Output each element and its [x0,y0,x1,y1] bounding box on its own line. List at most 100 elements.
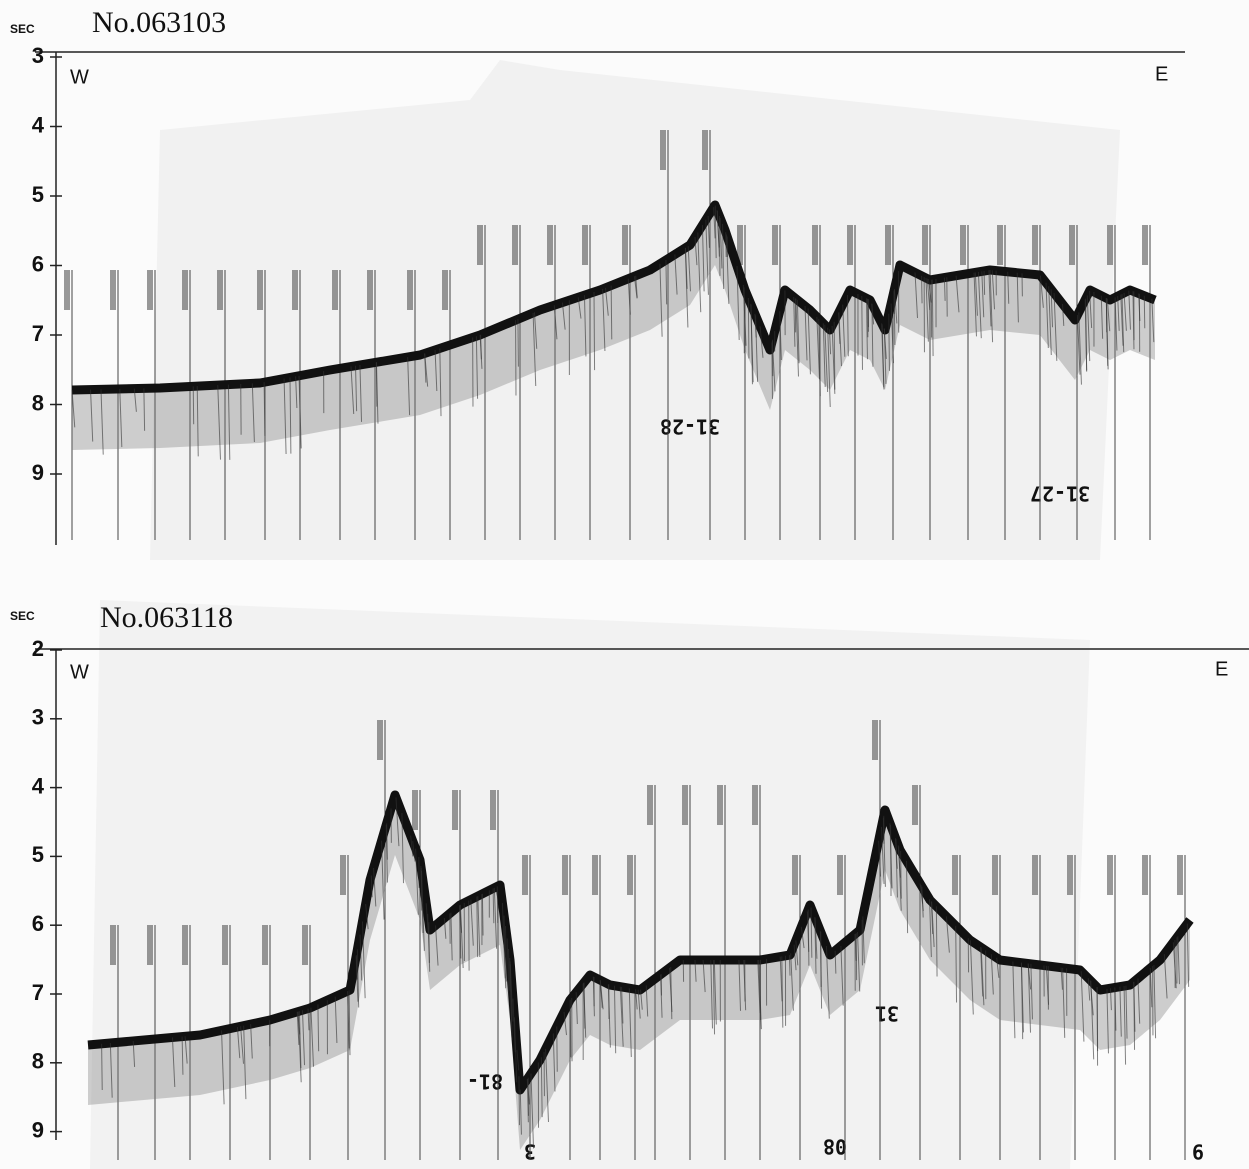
shot-mark [64,270,70,310]
shot-mark [837,855,843,895]
noise [1007,271,1010,304]
shot-mark [717,785,723,825]
shot-mark [992,855,998,895]
map-wash [150,60,1120,560]
noise [250,1024,253,1059]
annotation: 9 [1192,1140,1204,1164]
noise [1087,978,1091,1001]
shot-mark [222,925,228,965]
shot-mark [752,785,758,825]
noise [926,278,931,311]
noise [348,990,351,1056]
noise [955,925,958,1003]
noise [217,385,221,460]
noise [421,870,425,951]
noise [143,388,146,431]
noise [1048,286,1052,356]
shot-mark [110,925,116,965]
noise [800,926,805,949]
noise [602,288,606,352]
noise [240,1026,244,1064]
noise [443,918,447,939]
shot-mark [1142,225,1148,265]
noise [989,269,994,343]
noise [687,246,691,292]
noise [1133,981,1136,1032]
noise [296,1011,300,1045]
noise [980,947,984,997]
noise [236,1026,241,1059]
noise [807,308,811,375]
noise [317,1004,320,1052]
noise [1137,978,1141,1024]
seafloor-reflector [87,790,1194,1095]
noise [347,991,350,1049]
noise [119,388,123,448]
noise [736,266,740,340]
noise [754,313,757,338]
noise [610,285,613,340]
noise [1076,315,1081,375]
noise [1120,294,1124,346]
shot-mark [182,925,188,965]
noise [359,364,363,422]
noise [818,318,821,397]
noise [628,988,632,1058]
noise [434,349,438,392]
noise [627,278,631,315]
shot-mark [737,225,743,265]
noise [583,982,587,1038]
noise [1123,292,1127,331]
noise [712,959,716,1035]
noise [788,955,791,976]
noise [459,905,462,959]
noise [914,272,918,319]
noise [607,984,611,1048]
noise [893,290,896,346]
noise [1114,297,1118,351]
tick-label: 5 [32,842,44,867]
shot-mark [412,790,418,830]
tick-label: 4 [32,112,45,137]
noise [1045,282,1049,349]
noise [895,838,898,869]
noise [1151,298,1155,343]
seismic-profile [87,720,1194,1160]
noise [1177,936,1180,985]
noise [831,325,836,394]
tick-label: 8 [32,390,44,415]
noise [1125,985,1128,1039]
noise [743,959,747,1011]
noise [100,389,104,455]
noise [980,947,985,1006]
shot-mark [147,270,153,310]
noise [640,989,643,1010]
shot-mark [442,270,448,310]
east-label: E [1155,63,1168,85]
shot-mark [452,790,458,830]
shot-mark [885,225,891,265]
noise [1020,962,1024,1040]
noise [781,956,784,1028]
noise [1053,293,1058,361]
noise [552,1033,556,1092]
noise [921,886,924,918]
noise [506,938,510,998]
noise [659,263,663,337]
noise [381,840,385,920]
noise [969,940,974,1015]
noise [882,817,886,887]
shot-mark [792,855,798,895]
shot-mark [1032,855,1038,895]
noise [674,254,678,295]
noise [927,279,932,303]
noise [1100,295,1104,339]
noise [1062,303,1065,326]
noise [865,298,868,360]
noise [840,945,844,1006]
noise [530,1073,535,1149]
noise [1172,942,1177,989]
noise [184,1036,188,1064]
noise [713,959,717,1025]
noise [925,277,929,342]
